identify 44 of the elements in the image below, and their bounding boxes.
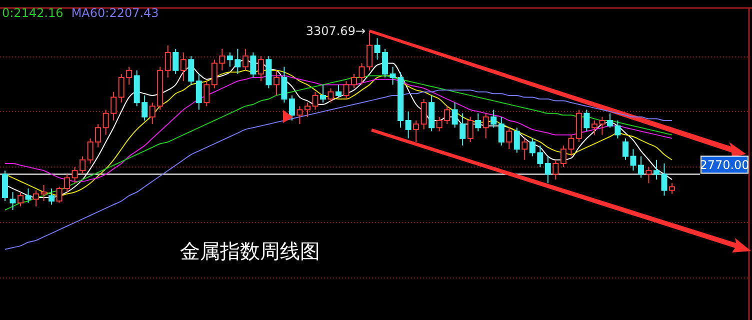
candlestick <box>258 56 264 82</box>
candlestick <box>18 192 24 207</box>
candlestick <box>584 109 590 132</box>
candlestick <box>490 109 497 128</box>
candlestick <box>638 156 644 178</box>
candlestick <box>180 52 186 82</box>
candlestick <box>40 184 47 202</box>
candlestick <box>475 112 482 132</box>
text: MA60:2207.43 <box>71 6 159 20</box>
candlestick <box>48 188 55 206</box>
candlestick <box>288 94 295 121</box>
candlestick <box>482 112 489 139</box>
candlestick <box>328 88 334 104</box>
candlestick <box>250 52 256 78</box>
candlestick <box>646 166 652 184</box>
text: 金属指数周线图 <box>180 239 320 263</box>
candlestick <box>188 56 194 86</box>
text: 0:2142.16 <box>2 6 64 20</box>
annotation: 3307.69→ <box>306 24 366 38</box>
candlestick <box>498 116 504 146</box>
candlestick <box>552 159 559 180</box>
candlestick <box>336 84 342 98</box>
candlestick <box>196 73 202 110</box>
candlestick <box>281 66 288 104</box>
candlestick <box>320 84 326 104</box>
candlestick <box>522 138 528 160</box>
candlestick <box>506 127 512 150</box>
candlestick <box>164 44 171 78</box>
candlestick <box>172 48 179 74</box>
candlestick <box>296 106 303 125</box>
candlestick <box>204 80 210 107</box>
candlestick <box>10 192 16 210</box>
candlestick <box>669 182 675 194</box>
candlestick <box>467 116 474 142</box>
candlestick <box>405 111 412 139</box>
candlestick <box>514 127 520 154</box>
candlestick <box>420 98 427 130</box>
candlestick <box>544 156 551 184</box>
candlestick <box>273 70 280 96</box>
candlestick <box>2 170 8 202</box>
candlestick <box>242 48 248 71</box>
candlestick <box>25 188 32 204</box>
candlestick <box>413 120 420 142</box>
candlestick <box>33 190 40 207</box>
